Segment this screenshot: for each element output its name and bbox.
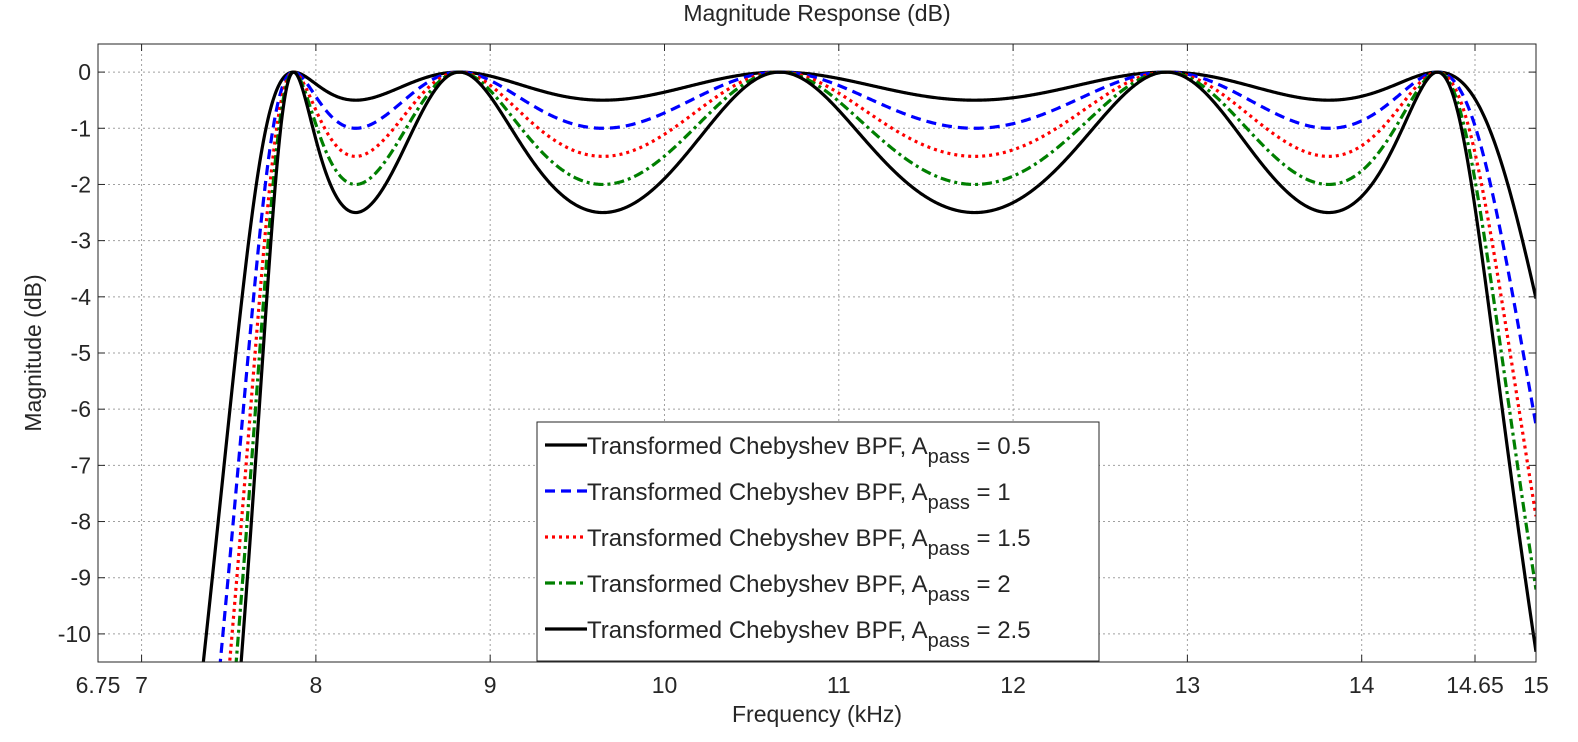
legend-entry-label: Transformed Chebyshev BPF, Apass = 2.5 bbox=[587, 617, 1031, 652]
y-tick-label: -9 bbox=[71, 565, 91, 591]
y-tick-label: -1 bbox=[71, 115, 91, 141]
x-axis-label: Frequency (kHz) bbox=[732, 701, 902, 727]
legend-entry-label: Transformed Chebyshev BPF, Apass = 2 bbox=[587, 571, 1011, 606]
y-tick-label: -7 bbox=[71, 452, 91, 478]
x-tick-label: 6.75 bbox=[76, 672, 121, 698]
x-tick-label: 11 bbox=[827, 672, 851, 698]
y-tick-label: -6 bbox=[71, 396, 91, 422]
legend: Transformed Chebyshev BPF, Apass = 0.5 Tr… bbox=[536, 421, 1100, 662]
x-tick-label: 14.65 bbox=[1446, 672, 1504, 698]
x-tick-label: 14 bbox=[1349, 672, 1375, 698]
y-axis-label: Magnitude (dB) bbox=[20, 274, 46, 431]
y-tick-label: -5 bbox=[71, 340, 91, 366]
response-curve-apass-1-5 bbox=[228, 70, 1536, 662]
y-tick-label: -4 bbox=[71, 284, 92, 310]
legend-entry-label: Transformed Chebyshev BPF, Apass = 0.5 bbox=[587, 433, 1031, 468]
y-tick-label: 0 bbox=[78, 59, 91, 85]
x-axis-ticks: 6.75 7 8 9 10 11 12 13 14 14.65 15 bbox=[76, 44, 1549, 698]
legend-box bbox=[536, 421, 1100, 662]
y-tick-label: -10 bbox=[58, 621, 91, 647]
x-tick-label: 9 bbox=[484, 672, 497, 698]
x-tick-label: 13 bbox=[1175, 672, 1201, 698]
response-curve-apass-2-5 bbox=[239, 70, 1536, 662]
response-curves bbox=[201, 70, 1536, 662]
y-axis-ticks: 0 -1 -2 -3 -4 -5 -6 -7 -8 -9 -10 bbox=[58, 59, 1536, 647]
x-tick-label: 10 bbox=[652, 672, 678, 698]
legend-entry-label: Transformed Chebyshev BPF, Apass = 1.5 bbox=[587, 525, 1031, 560]
x-tick-label: 12 bbox=[1000, 672, 1026, 698]
response-curve-apass-0-5 bbox=[201, 70, 1536, 662]
x-tick-label: 8 bbox=[309, 672, 322, 698]
x-tick-label: 7 bbox=[135, 672, 148, 698]
x-tick-label: 15 bbox=[1523, 672, 1549, 698]
legend-entry-label: Transformed Chebyshev BPF, Apass = 1 bbox=[587, 479, 1011, 514]
y-tick-label: -8 bbox=[71, 509, 91, 535]
response-curve-apass-1 bbox=[218, 70, 1536, 662]
y-tick-label: -3 bbox=[71, 228, 91, 254]
chart-title: Magnitude Response (dB) bbox=[683, 0, 950, 26]
y-tick-label: -2 bbox=[71, 171, 91, 197]
